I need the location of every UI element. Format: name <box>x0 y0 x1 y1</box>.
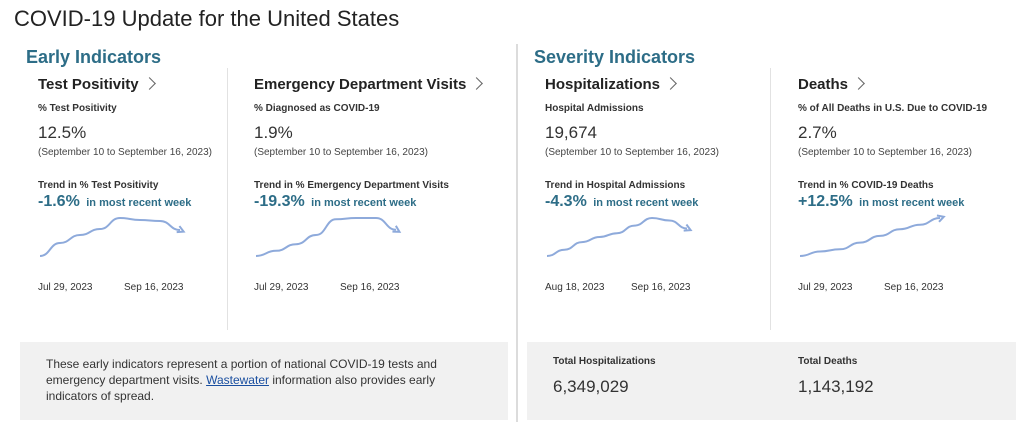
sparkline-arrow-icon <box>683 223 693 232</box>
trend-suffix: in most recent week <box>311 197 417 209</box>
sparkline-start-date: Jul 29, 2023 <box>798 282 853 293</box>
trend-label: Trend in % Test Positivity <box>38 180 159 191</box>
card-title: Emergency Department Visits <box>254 76 467 93</box>
metric-label: Hospital Admissions <box>545 103 644 114</box>
chevron-right-icon <box>664 77 678 90</box>
trend-row: +12.5% in most recent week <box>798 193 964 211</box>
chevron-right-icon <box>470 77 484 90</box>
trend-sparkline <box>39 216 186 257</box>
early-indicators-note: These early indicators represent a porti… <box>20 342 508 420</box>
metric-value: 12.5% <box>38 123 87 142</box>
trend-sparkline <box>255 217 402 257</box>
deaths-card: Deaths % of All Deaths in U.S. Due to CO… <box>798 76 1024 326</box>
sparkline-arrow-icon <box>936 214 946 223</box>
sparkline-line <box>799 217 941 257</box>
metric-label: % Test Positivity <box>38 103 117 114</box>
trend-row: -4.3% in most recent week <box>545 193 698 211</box>
emergency-department-visits-link[interactable]: Emergency Department Visits <box>254 76 484 93</box>
sparkline-line <box>546 216 688 257</box>
note-text-end: information also provides early indicato… <box>46 373 436 403</box>
deaths-link[interactable]: Deaths <box>798 76 866 93</box>
trend-label: Trend in % Emergency Department Visits <box>254 180 449 191</box>
test-positivity-card: Test Positivity % Test Positivity 12.5% … <box>38 76 268 326</box>
wastewater-link[interactable]: Wastewater <box>206 373 269 387</box>
chevron-right-icon <box>852 77 866 90</box>
trend-value: -4.3% <box>545 193 587 210</box>
card-title: Test Positivity <box>38 76 139 93</box>
trend-row: -1.6% in most recent week <box>38 193 191 211</box>
trend-sparkline <box>799 214 946 257</box>
sparkline-start-date: Jul 29, 2023 <box>254 282 309 293</box>
metric-date-range: (September 10 to September 16, 2023) <box>545 147 719 158</box>
total-hospitalizations: Total Hospitalizations 6,349,029 <box>553 356 656 397</box>
metric-label: % Diagnosed as COVID-19 <box>254 103 380 114</box>
total-deaths: Total Deaths 1,143,192 <box>798 356 874 397</box>
metric-value: 19,674 <box>545 123 597 142</box>
sparkline-arrow-icon <box>392 225 402 233</box>
sparkline-end-date: Sep 16, 2023 <box>884 282 944 293</box>
sparkline-end-date: Sep 16, 2023 <box>631 282 691 293</box>
metric-date-range: (September 10 to September 16, 2023) <box>254 147 428 158</box>
metric-date-range: (September 10 to September 16, 2023) <box>798 147 972 158</box>
total-hospitalizations-label: Total Hospitalizations <box>553 356 656 367</box>
sparkline-end-date: Sep 16, 2023 <box>124 282 184 293</box>
card-title: Hospitalizations <box>545 76 661 93</box>
sparkline-line <box>39 216 181 257</box>
total-deaths-value: 1,143,192 <box>798 377 874 396</box>
page-title: COVID-19 Update for the United States <box>14 6 400 31</box>
metric-value: 1.9% <box>254 123 293 142</box>
sparkline-end-date: Sep 16, 2023 <box>340 282 400 293</box>
hospitalizations-card: Hospitalizations Hospital Admissions 19,… <box>545 76 775 326</box>
total-hospitalizations-value: 6,349,029 <box>553 377 629 396</box>
sparkline-start-date: Jul 29, 2023 <box>38 282 93 293</box>
chevron-right-icon <box>142 77 156 90</box>
column-divider <box>770 68 771 330</box>
trend-row: -19.3% in most recent week <box>254 193 416 211</box>
trend-suffix: in most recent week <box>593 197 699 209</box>
trend-label: Trend in Hospital Admissions <box>545 180 686 191</box>
metric-date-range: (September 10 to September 16, 2023) <box>38 147 212 158</box>
hospitalizations-link[interactable]: Hospitalizations <box>545 76 678 93</box>
total-deaths-label: Total Deaths <box>798 356 858 367</box>
trend-sparkline <box>546 216 693 257</box>
emergency-department-visits-card: Emergency Department Visits % Diagnosed … <box>254 76 484 326</box>
sparkline-line <box>255 217 397 257</box>
sparkline-arrow-icon <box>176 225 186 234</box>
trend-value: -1.6% <box>38 193 80 210</box>
totals-panel: Total Hospitalizations 6,349,029 Total D… <box>527 342 1016 420</box>
sparkline-start-date: Aug 18, 2023 <box>545 282 605 293</box>
trend-value: -19.3% <box>254 193 305 210</box>
trend-value: +12.5% <box>798 193 853 210</box>
note-text: These early indicators represent a porti… <box>46 357 437 387</box>
card-title: Deaths <box>798 76 849 93</box>
severity-indicators-heading: Severity Indicators <box>534 47 696 67</box>
early-indicators-heading: Early Indicators <box>26 47 162 67</box>
column-divider <box>227 68 228 330</box>
metric-label: % of All Deaths in U.S. Due to COVID-19 <box>798 103 988 114</box>
section-divider <box>516 44 518 422</box>
trend-label: Trend in % COVID-19 Deaths <box>798 180 934 191</box>
trend-suffix: in most recent week <box>859 197 965 209</box>
test-positivity-link[interactable]: Test Positivity <box>38 76 156 93</box>
trend-suffix: in most recent week <box>86 197 192 209</box>
metric-value: 2.7% <box>798 123 837 142</box>
